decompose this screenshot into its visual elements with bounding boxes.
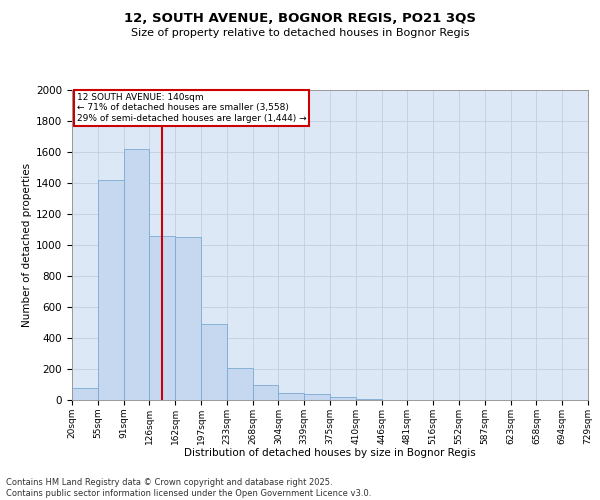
Text: 12 SOUTH AVENUE: 140sqm
← 71% of detached houses are smaller (3,558)
29% of semi: 12 SOUTH AVENUE: 140sqm ← 71% of detache… [77,93,307,123]
Bar [149,236,175,400]
Bar [253,384,278,400]
Bar [304,394,330,400]
Bar [330,397,356,400]
Text: Contains HM Land Registry data © Crown copyright and database right 2025.
Contai: Contains HM Land Registry data © Crown c… [6,478,371,498]
Bar [278,393,304,400]
Bar [124,149,149,400]
Bar [72,388,98,400]
Bar [201,324,227,400]
Y-axis label: Number of detached properties: Number of detached properties [22,163,32,327]
Bar [356,399,382,400]
Text: 12, SOUTH AVENUE, BOGNOR REGIS, PO21 3QS: 12, SOUTH AVENUE, BOGNOR REGIS, PO21 3QS [124,12,476,26]
Bar [227,368,253,400]
Text: Size of property relative to detached houses in Bognor Regis: Size of property relative to detached ho… [131,28,469,38]
Bar [98,180,124,400]
Bar [175,238,201,400]
X-axis label: Distribution of detached houses by size in Bognor Regis: Distribution of detached houses by size … [184,448,476,458]
